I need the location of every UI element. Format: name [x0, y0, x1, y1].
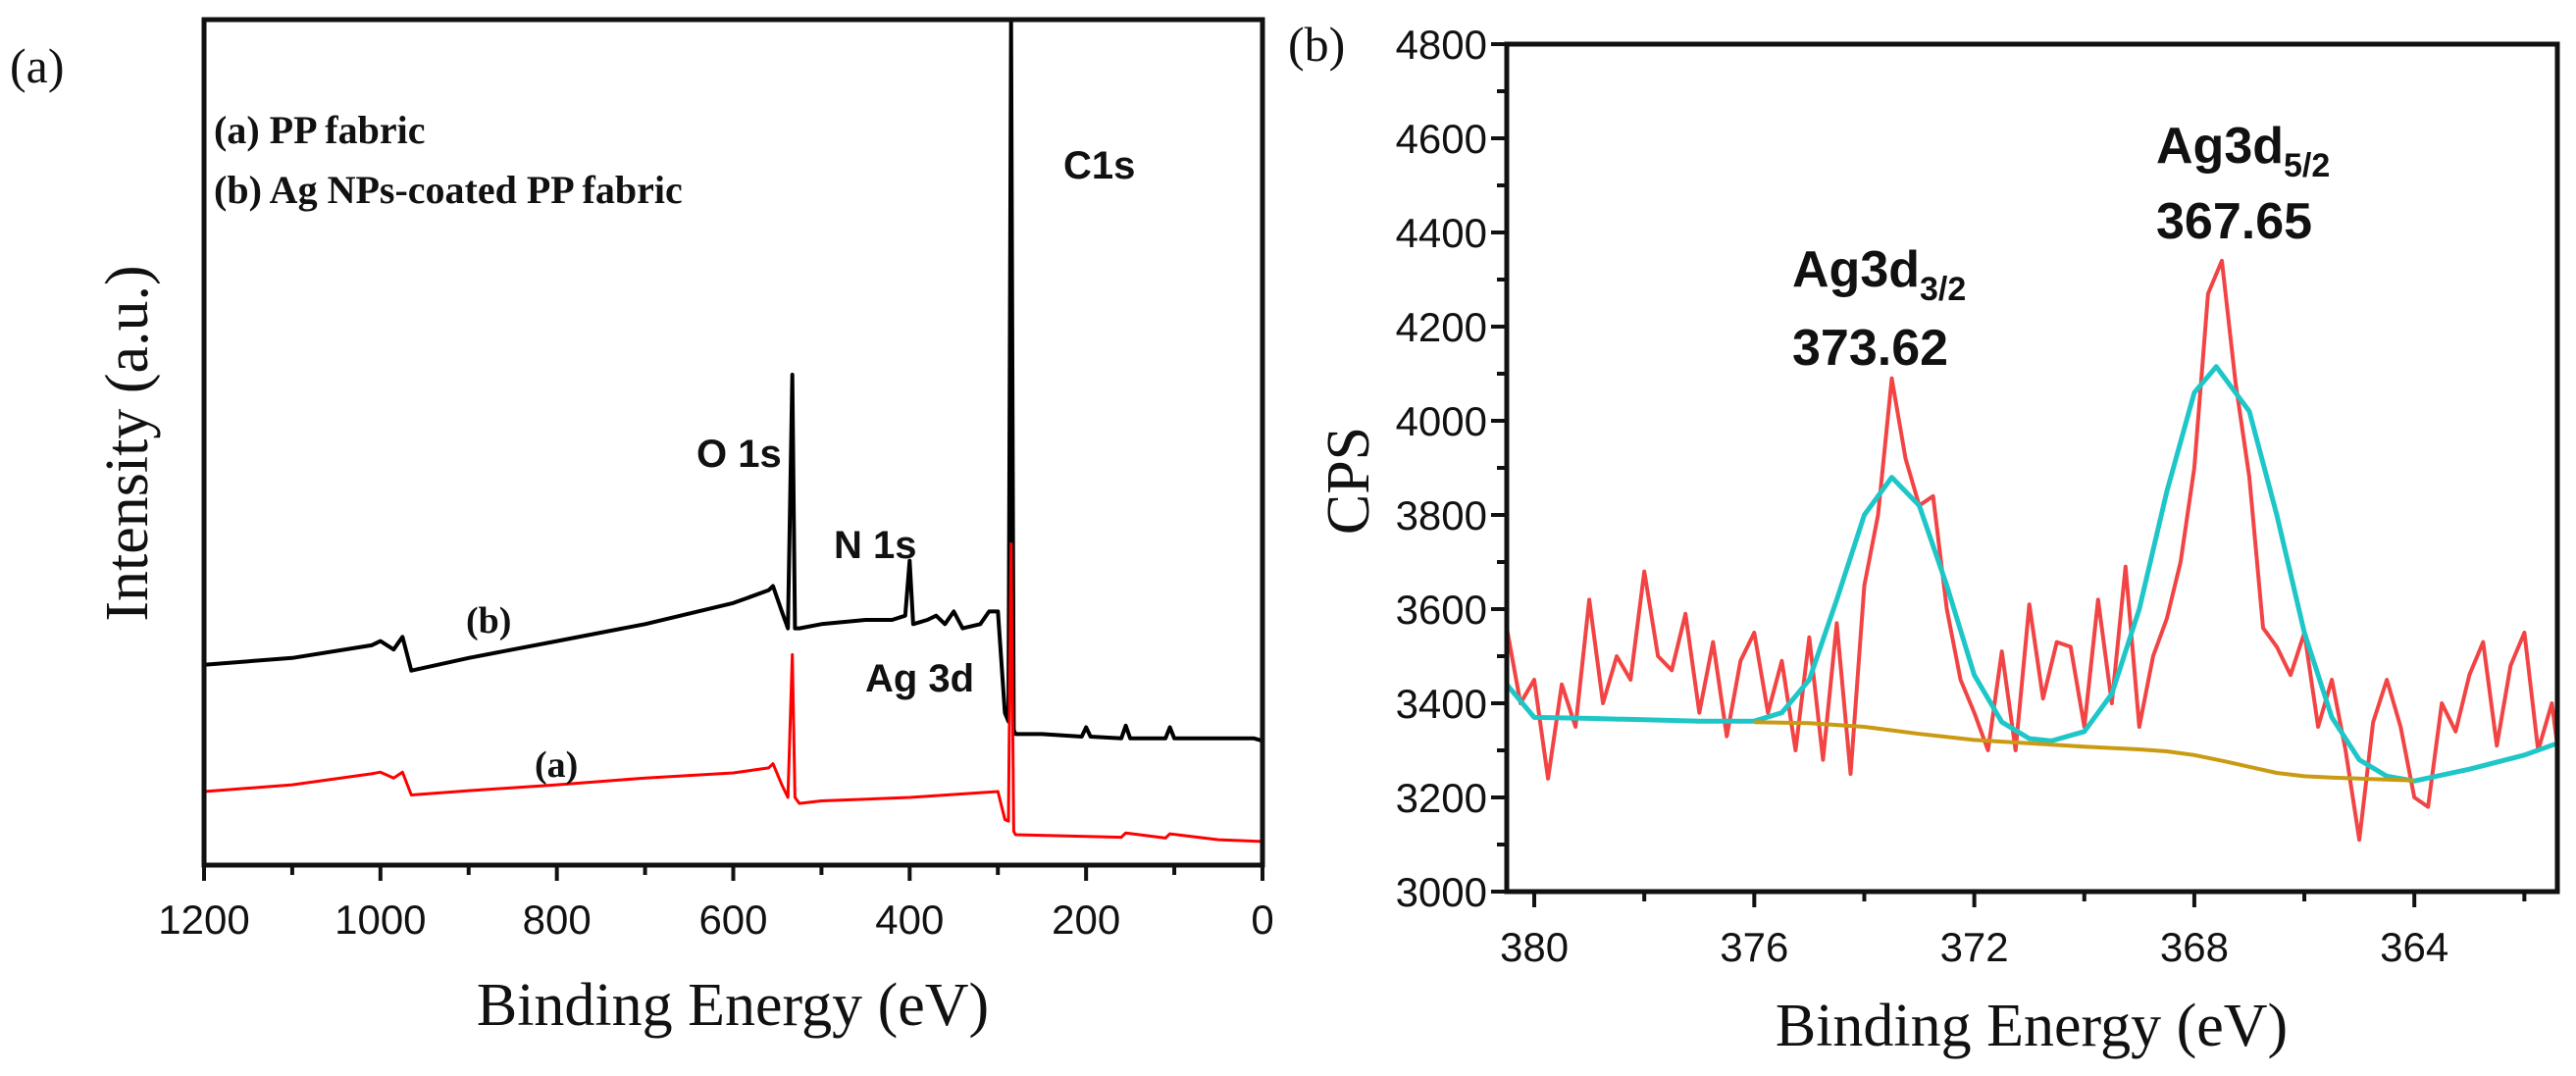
panel-b-y-axis-title: CPS: [1315, 427, 1382, 535]
annotation-c1s: C1s: [1063, 144, 1135, 187]
panel-a-y-axis-title: Intensity (a.u.): [94, 265, 161, 621]
x-tick-label: 376: [1720, 924, 1788, 970]
curve-label-a: (a): [535, 744, 578, 786]
panel-a-label: (a): [10, 38, 65, 93]
annotation-o1s: O 1s: [696, 433, 782, 476]
panel-b-label: (b): [1288, 17, 1345, 72]
x-tick-label: 800: [523, 897, 592, 943]
y-tick-label: 4800: [1396, 22, 1487, 68]
y-tick-label: 3600: [1396, 587, 1487, 633]
y-tick-label: 4400: [1396, 210, 1487, 256]
peak-value-ag3d32: 373.62: [1792, 320, 1948, 377]
y-tick-label: 3400: [1396, 681, 1487, 727]
peak-label-ag3d32-subscript: 3/2: [1920, 271, 1966, 308]
y-tick-label: 3200: [1396, 775, 1487, 821]
x-tick-label: 200: [1052, 897, 1120, 943]
panel-a: (a) 1200 1000 800 600 400 200 0 (a) PP fabric …: [10, 17, 1274, 1039]
x-tick-label: 0: [1251, 897, 1273, 943]
annotation-ag3d: Ag 3d: [865, 657, 974, 700]
panel-b-plot-area: [1507, 258, 2557, 843]
peak-value-ag3d52: 367.65: [2156, 193, 2312, 250]
y-tick-label: 3800: [1396, 492, 1487, 538]
panel-b-series-fit: [1507, 364, 2557, 784]
peak-label-ag3d52: Ag3d5/2: [2156, 118, 2330, 184]
x-tick-label: 368: [2160, 924, 2229, 970]
y-tick-label: 3000: [1396, 869, 1487, 915]
peak-label-ag3d52-subscript: 5/2: [2284, 147, 2330, 184]
peak-label-ag3d32: Ag3d3/2: [1792, 241, 1966, 308]
x-tick-label: 372: [1940, 924, 2009, 970]
x-tick-label: 1200: [158, 897, 249, 943]
peak-label-ag3d52-main: Ag3d: [2156, 118, 2284, 175]
panel-b-ticks: 380 376 372 368 364 3000 3200 3400 3600 3800 4000 4…: [1396, 22, 2527, 970]
legend-entry-a: (a) PP fabric: [214, 108, 426, 152]
panel-b-x-axis-title: Binding Energy (eV): [1776, 993, 2288, 1059]
annotation-n1s: N 1s: [834, 524, 917, 567]
x-tick-label: 364: [2380, 924, 2448, 970]
x-tick-label: 1000: [335, 897, 426, 943]
y-tick-label: 4600: [1396, 116, 1487, 162]
y-tick-label: 4000: [1396, 398, 1487, 444]
panel-b-series-background: [1754, 720, 2415, 783]
curve-label-b: (b): [466, 600, 511, 641]
legend-entry-b: (b) Ag NPs-coated PP fabric: [214, 168, 683, 212]
panel-b: (b) 380 376 372 368 364 3000 3200 3400 3600 3800 4…: [1288, 17, 2560, 1059]
panel-b-series-raw: [1507, 258, 2557, 843]
panel-a-plot-area: [204, 20, 1262, 844]
panel-a-series-a: [204, 541, 1262, 844]
peak-label-ag3d32-main: Ag3d: [1792, 241, 1920, 298]
x-tick-label: 380: [1500, 924, 1569, 970]
panel-b-frame: [1504, 41, 2560, 895]
panel-a-series-b: [204, 20, 1262, 743]
panel-a-x-axis-title: Binding Energy (eV): [477, 972, 989, 1039]
y-tick-label: 4200: [1396, 304, 1487, 350]
panel-a-x-ticks: 1200 1000 800 600 400 200 0: [158, 865, 1274, 943]
x-tick-label: 600: [698, 897, 767, 943]
x-tick-label: 400: [875, 897, 944, 943]
